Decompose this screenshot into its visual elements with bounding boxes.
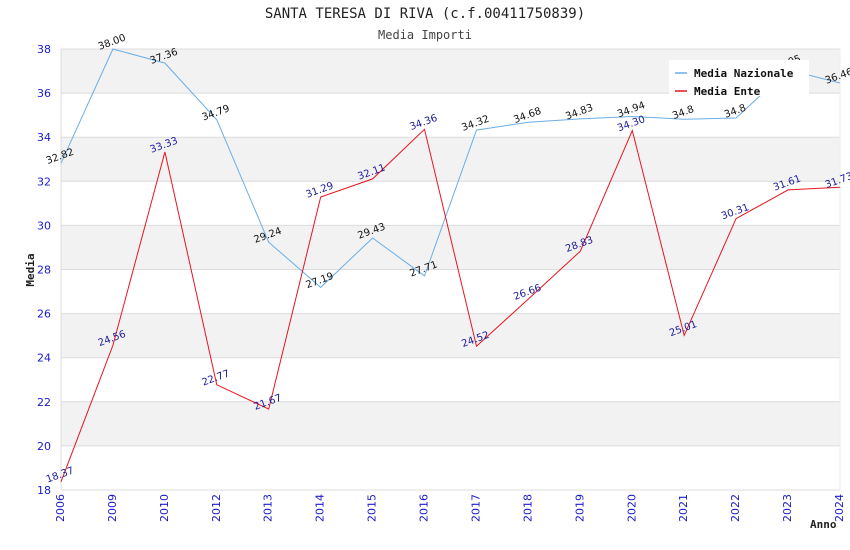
y-tick-label: 34: [37, 131, 51, 144]
series-line-media-nazionale: [60, 48, 841, 289]
x-axis-ticks: 2006 2009 2010 2012 2013 2014 2015 2016 2017 2018…: [54, 494, 846, 522]
grid-band: [61, 401, 840, 446]
y-axis-ticks: 18 20 22 24 26 28 30 32 34 36 38: [37, 43, 51, 497]
x-tick-label: 2020: [625, 494, 638, 522]
grid-band: [61, 313, 840, 358]
x-tick-label: 2015: [366, 494, 379, 522]
chart-series-lines: [60, 48, 841, 482]
grid-band: [61, 357, 840, 402]
grid-band: [61, 225, 840, 270]
y-tick-label: 36: [37, 87, 51, 100]
series-line-media-ente: [60, 128, 841, 482]
x-tick-label: 2021: [677, 494, 690, 522]
grid-band: [61, 269, 840, 314]
y-tick-label: 26: [37, 308, 51, 321]
x-tick-label: 2012: [210, 494, 223, 522]
chart-gridlines: [60, 48, 841, 491]
grid-band: [61, 93, 840, 138]
y-tick-label: 28: [37, 264, 51, 277]
x-tick-label: 2009: [106, 494, 119, 522]
grid-band: [61, 445, 840, 490]
x-axis-title: Anno: [810, 518, 837, 531]
x-tick-label: 2016: [418, 494, 431, 522]
x-tick-label: 2006: [54, 494, 67, 522]
x-tick-label: 2010: [158, 494, 171, 522]
y-tick-label: 22: [37, 396, 51, 409]
legend-box: [669, 60, 809, 96]
y-tick-label: 18: [37, 484, 51, 497]
y-tick-label: 20: [37, 440, 51, 453]
y-axis-title: Media: [24, 253, 37, 286]
y-tick-label: 24: [37, 352, 51, 365]
x-tick-label: 2022: [729, 494, 742, 522]
y-tick-label: 30: [37, 219, 51, 232]
x-tick-label: 2023: [781, 494, 794, 522]
legend-entry: Media Ente: [694, 85, 761, 98]
legend-entry: Media Nazionale: [694, 67, 794, 80]
grid-band: [61, 137, 840, 182]
x-tick-label: 2018: [521, 494, 534, 522]
chart-legend: Media Nazionale Media Ente: [669, 60, 809, 98]
x-tick-label: 2014: [314, 494, 327, 522]
chart-background-bands: [61, 49, 840, 490]
x-tick-label: 2019: [573, 494, 586, 522]
x-tick-label: 2017: [469, 494, 482, 522]
chart-title: SANTA TERESA DI RIVA (c.f.00411750839): [265, 6, 585, 22]
chart-subtitle: Media Importi: [378, 28, 472, 42]
y-tick-label: 32: [37, 175, 51, 188]
x-tick-label: 2024: [833, 494, 846, 522]
x-tick-label: 2013: [262, 494, 275, 522]
y-tick-label: 38: [37, 43, 51, 56]
